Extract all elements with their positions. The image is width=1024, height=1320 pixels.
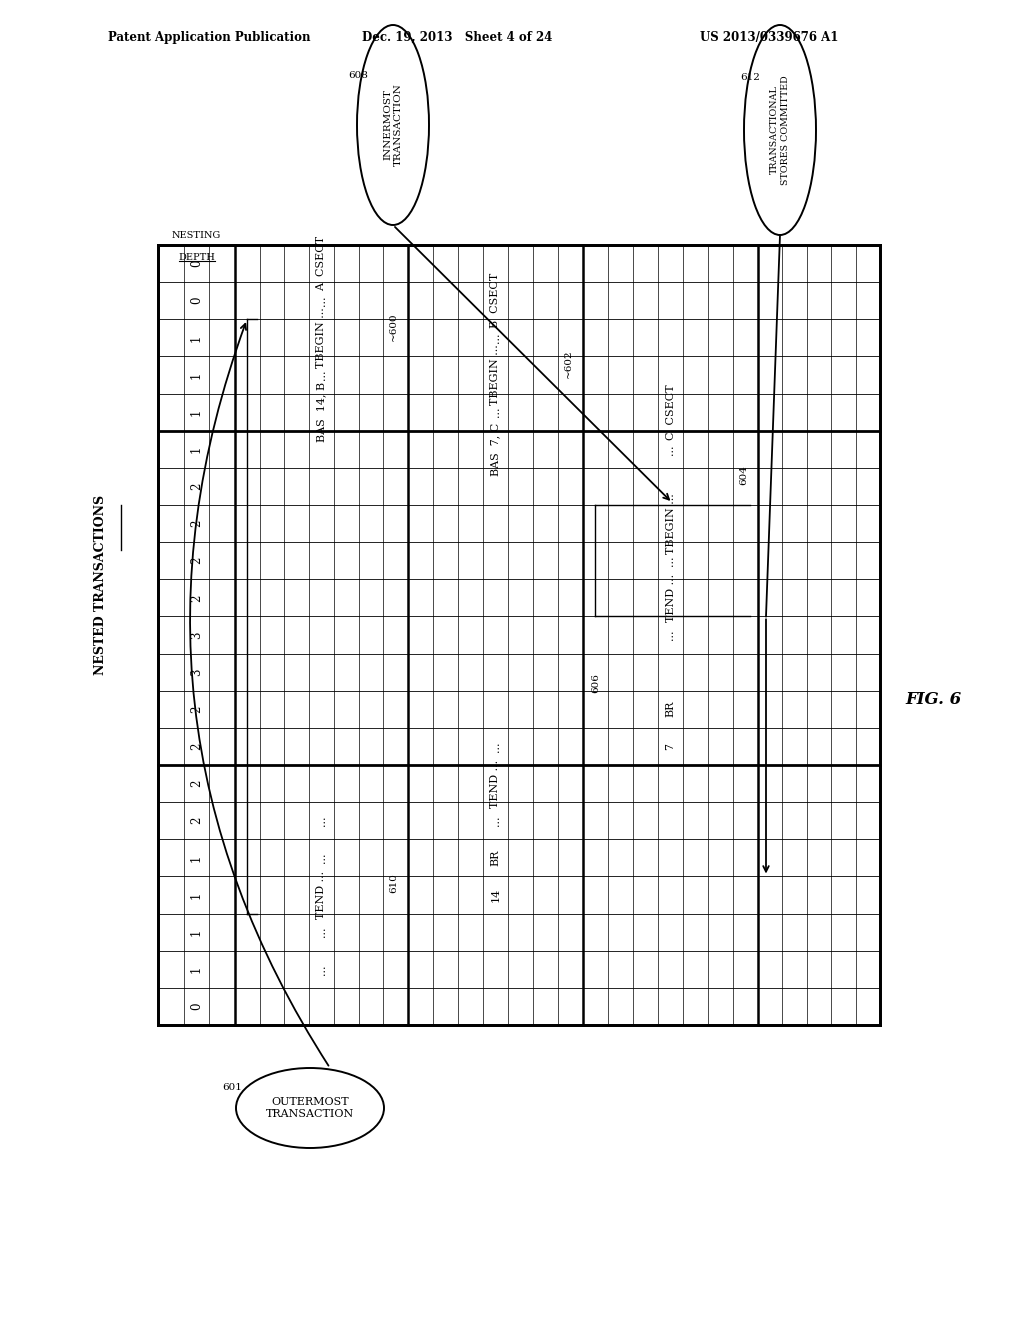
Text: 1: 1: [190, 891, 203, 899]
Text: 0: 0: [190, 1003, 203, 1010]
Text: ...: ...: [666, 444, 676, 454]
Text: BR: BR: [666, 701, 676, 718]
Text: 3: 3: [190, 631, 203, 639]
Text: US 2013/0339676 A1: US 2013/0339676 A1: [700, 30, 839, 44]
Text: TRANSACTIONAL
STORES COMMITTED: TRANSACTIONAL STORES COMMITTED: [770, 75, 790, 185]
Text: ...: ...: [316, 927, 327, 937]
Text: 7: 7: [666, 743, 676, 750]
Text: ...: ...: [490, 816, 501, 826]
Text: 1: 1: [190, 334, 203, 342]
Text: NESTING: NESTING: [172, 231, 221, 240]
Text: 612: 612: [740, 74, 760, 82]
Text: 2: 2: [190, 520, 203, 527]
Text: FIG. 6: FIG. 6: [905, 692, 962, 709]
Text: ...: ...: [490, 741, 501, 751]
Text: ...: ...: [666, 556, 676, 566]
Text: 1: 1: [190, 446, 203, 453]
Text: INNERMOST
TRANSACTION: INNERMOST TRANSACTION: [383, 83, 402, 166]
Text: TEND ...: TEND ...: [666, 574, 676, 622]
Text: TEND ...: TEND ...: [490, 759, 501, 808]
Text: ...: ...: [316, 370, 327, 380]
Text: 2: 2: [190, 557, 203, 565]
Text: ...: ...: [316, 816, 327, 826]
Text: BAS  14, B: BAS 14, B: [316, 381, 327, 442]
Text: 1: 1: [190, 854, 203, 862]
Text: ...: ...: [490, 333, 501, 343]
Text: 2: 2: [190, 483, 203, 490]
Text: 610: 610: [389, 874, 398, 894]
Text: 608: 608: [348, 70, 368, 79]
Text: 2: 2: [190, 594, 203, 602]
Text: OUTERMOST
TRANSACTION: OUTERMOST TRANSACTION: [266, 1097, 354, 1119]
Text: 606: 606: [591, 673, 600, 693]
Text: ...: ...: [316, 964, 327, 974]
Text: Patent Application Publication: Patent Application Publication: [108, 30, 310, 44]
Text: TBEGIN ...: TBEGIN ...: [490, 345, 501, 405]
Text: 1: 1: [190, 408, 203, 416]
Text: TBEGIN ...: TBEGIN ...: [316, 308, 327, 368]
Text: NESTED TRANSACTIONS: NESTED TRANSACTIONS: [93, 495, 106, 675]
Text: 0: 0: [190, 260, 203, 268]
Text: 601: 601: [222, 1082, 242, 1092]
Text: 2: 2: [190, 706, 203, 713]
Text: ~600: ~600: [389, 313, 398, 341]
Text: 1: 1: [190, 966, 203, 973]
Text: BAS  7, C: BAS 7, C: [490, 422, 501, 477]
Text: 604: 604: [739, 466, 748, 486]
Text: 2: 2: [190, 743, 203, 750]
Text: BR: BR: [490, 850, 501, 866]
Text: ...: ...: [316, 296, 327, 306]
Text: B  CSECT: B CSECT: [490, 273, 501, 329]
Text: A  CSECT: A CSECT: [316, 236, 327, 292]
Text: 2: 2: [190, 817, 203, 825]
Text: 2: 2: [190, 780, 203, 787]
Text: Dec. 19, 2013   Sheet 4 of 24: Dec. 19, 2013 Sheet 4 of 24: [362, 30, 552, 44]
Text: 1: 1: [190, 371, 203, 379]
Text: 3: 3: [190, 668, 203, 676]
Text: ~602: ~602: [564, 350, 573, 378]
Text: ...: ...: [316, 853, 327, 863]
Text: ...: ...: [666, 630, 676, 640]
Text: C  CSECT: C CSECT: [666, 384, 676, 440]
Text: 1: 1: [190, 928, 203, 936]
Text: TBEGIN ...: TBEGIN ...: [666, 494, 676, 554]
Text: 0: 0: [190, 297, 203, 305]
Text: 14: 14: [490, 888, 501, 902]
Text: ...: ...: [490, 407, 501, 417]
Text: TEND ...: TEND ...: [316, 871, 327, 919]
Text: DEPTH: DEPTH: [178, 253, 215, 261]
